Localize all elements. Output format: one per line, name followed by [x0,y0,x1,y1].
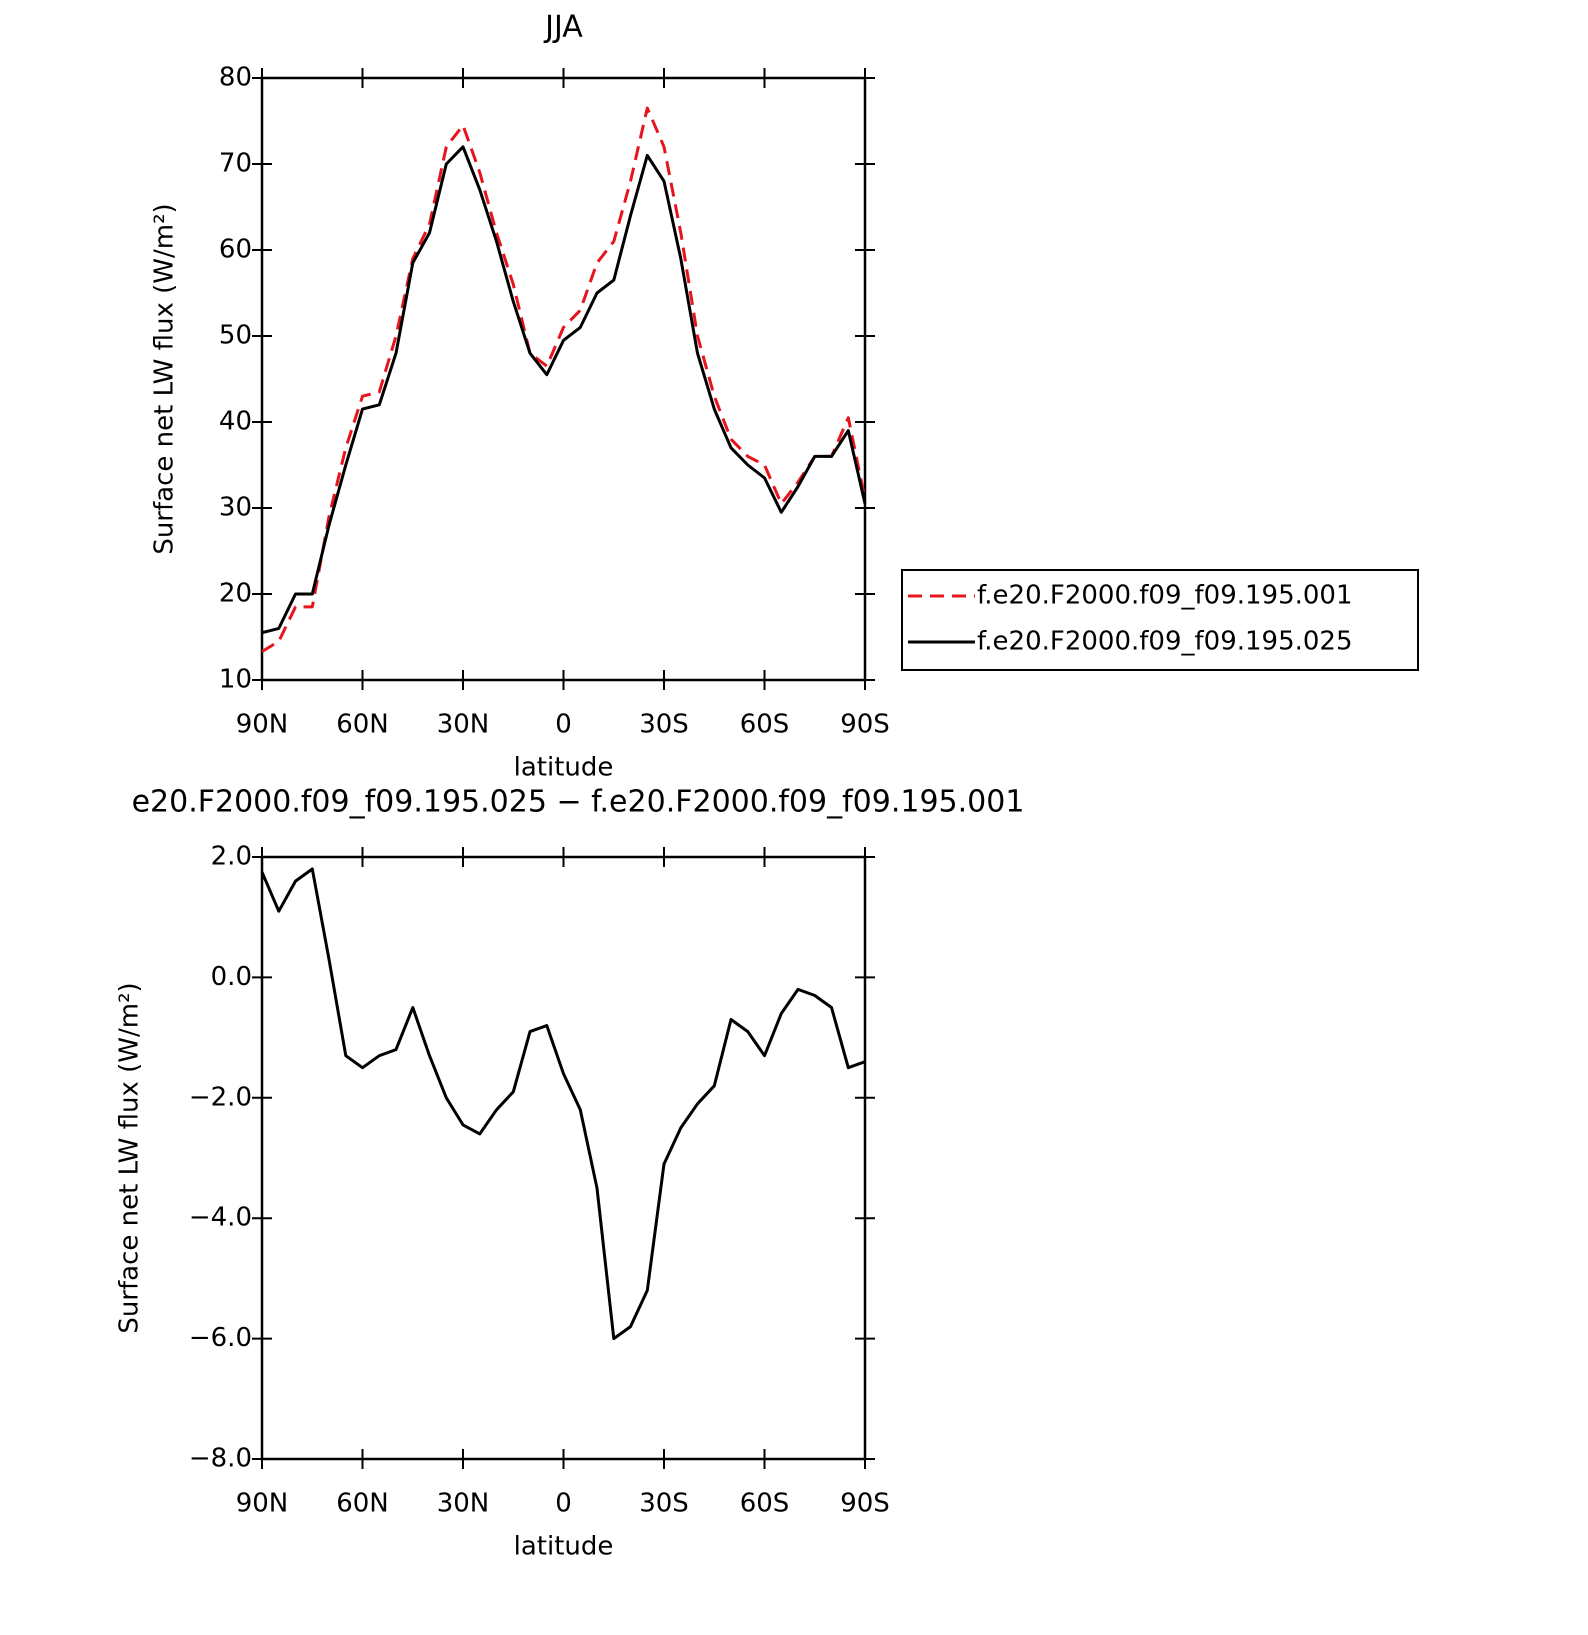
x-tick-label: 60S [740,1489,790,1519]
plot-frame [260,855,867,1461]
x-tick-label: 30N [437,1489,490,1519]
x-tick-label: 60N [336,1489,389,1519]
y-tick-label: −2.0 [189,1082,252,1112]
plot-frame [260,76,867,682]
y-axis-label: Surface net LW flux (W/m²) [150,203,180,554]
y-axis-label: Surface net LW flux (W/m²) [115,982,145,1333]
legend-label: f.e20.F2000.f09_f09.195.001 [977,581,1353,611]
x-axis-label: latitude [514,753,614,783]
data-line [261,106,867,653]
y-tick-label: −6.0 [189,1323,252,1353]
y-tick-label: 80 [219,63,252,93]
y-tick-label: 2.0 [211,842,252,872]
x-tick-label: 60N [336,710,389,740]
x-tick-label: 0 [555,710,572,740]
x-axis-label: latitude [514,1532,614,1562]
y-tick-label: 30 [219,493,252,523]
x-tick-label: 90N [236,1489,289,1519]
y-tick-label: 50 [219,321,252,351]
data-line [260,867,866,1341]
y-tick-label: 20 [219,579,252,609]
x-tick-label: 0 [555,1489,572,1519]
y-tick-label: 10 [219,665,252,695]
x-tick-label: 30N [437,710,490,740]
x-tick-label: 30S [639,710,689,740]
legend-box [901,569,1419,671]
y-tick-label: −8.0 [189,1444,252,1474]
legend-label: f.e20.F2000.f09_f09.195.025 [977,627,1353,657]
chart-title: JJA [543,10,583,45]
x-tick-label: 90N [236,710,289,740]
y-tick-label: 70 [219,149,252,179]
x-tick-label: 90S [840,1489,890,1519]
chart-title: e20.F2000.f09_f09.195.025 − f.e20.F2000.… [132,785,1025,820]
x-tick-label: 60S [740,710,790,740]
y-tick-label: 60 [219,235,252,265]
data-line [261,145,867,635]
x-tick-label: 30S [639,1489,689,1519]
y-tick-label: 40 [219,407,252,437]
x-tick-label: 90S [840,710,890,740]
y-tick-label: 0.0 [211,962,252,992]
y-tick-label: −4.0 [189,1203,252,1233]
